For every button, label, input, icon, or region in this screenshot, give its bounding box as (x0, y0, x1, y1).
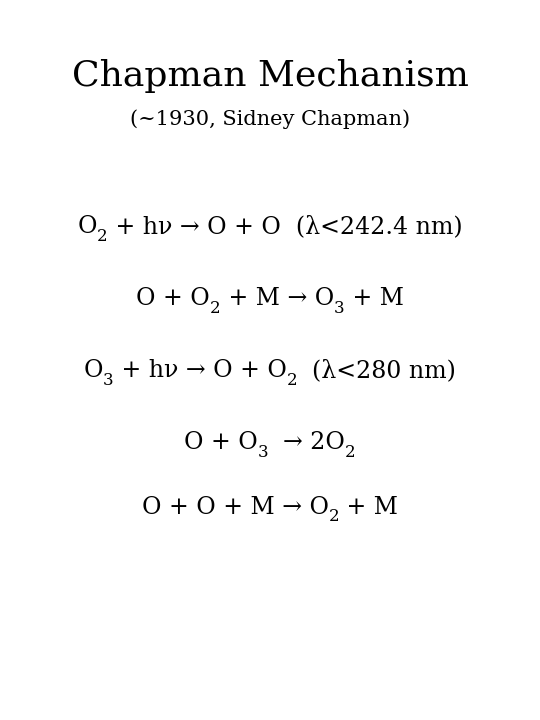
Text: O + O + M → O: O + O + M → O (141, 496, 329, 519)
Text: O: O (84, 359, 103, 382)
Text: (~1930, Sidney Chapman): (~1930, Sidney Chapman) (130, 109, 410, 129)
Text: Chapman Mechanism: Chapman Mechanism (72, 58, 468, 93)
Text: 2: 2 (329, 508, 339, 526)
Text: 3: 3 (258, 444, 268, 461)
Text: 2: 2 (210, 300, 221, 317)
Text: O + O: O + O (184, 431, 258, 454)
Text: + M: + M (345, 287, 403, 310)
Text: 3: 3 (103, 372, 114, 389)
Text: → 2O: → 2O (268, 431, 345, 454)
Text: O + O: O + O (137, 287, 210, 310)
Text: 2: 2 (287, 372, 298, 389)
Text: (λ<280 nm): (λ<280 nm) (298, 359, 456, 382)
Text: + hν → O + O: + hν → O + O (114, 359, 287, 382)
Text: 3: 3 (334, 300, 345, 317)
Text: 2: 2 (345, 444, 356, 461)
Text: + hν → O + O  (λ<242.4 nm): + hν → O + O (λ<242.4 nm) (108, 215, 462, 238)
Text: + M: + M (339, 496, 399, 519)
Text: + M → O: + M → O (221, 287, 334, 310)
Text: 2: 2 (97, 228, 108, 245)
Text: O: O (78, 215, 97, 238)
